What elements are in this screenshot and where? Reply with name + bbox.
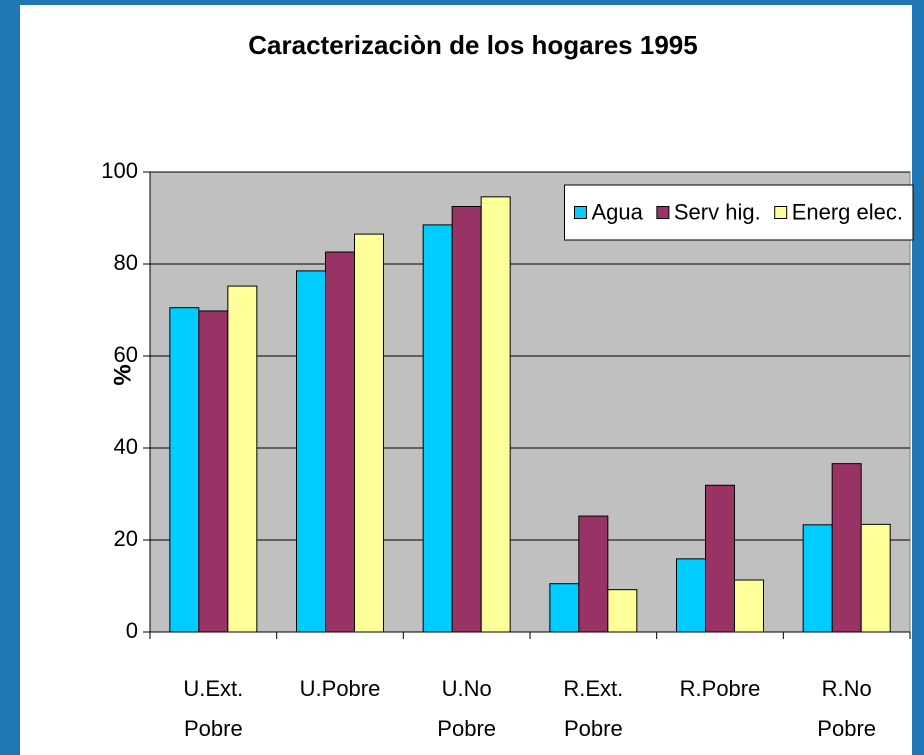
x-tick-label-line: Pobre	[564, 716, 623, 741]
legend-swatch	[774, 206, 788, 219]
legend-box	[563, 184, 914, 241]
y-tick-label: 100	[101, 158, 138, 183]
x-tick-label-line: Pobre	[817, 716, 876, 741]
x-tick-label-line: Pobre	[184, 716, 243, 741]
bar	[325, 251, 355, 633]
chart-title: Caracterizaciòn de los hogares 1995	[248, 30, 697, 60]
bar	[607, 589, 638, 633]
bar	[227, 285, 258, 633]
bar	[422, 224, 453, 633]
x-tick-label: R.Pobre	[680, 676, 761, 701]
legend-label: Energ elec.	[792, 199, 903, 224]
y-tick-label: 60	[114, 342, 138, 367]
legend-swatch	[656, 206, 670, 219]
legend-label: Serv hig.	[674, 199, 761, 224]
x-tick-label-line: U.Ext.	[183, 676, 243, 701]
bar	[169, 307, 200, 633]
y-tick-label: 80	[114, 250, 138, 275]
bar	[480, 196, 511, 633]
x-tick-label: U.Ext. Pobre	[183, 676, 243, 741]
y-tick-label: 20	[114, 526, 138, 551]
legend-label: Agua	[591, 199, 643, 224]
x-tick-label-line: R.Ext.	[563, 676, 623, 701]
x-tick-label-line: U.Pobre	[300, 676, 381, 701]
bar	[705, 484, 735, 633]
bar	[354, 233, 384, 633]
x-tick-label: U.Pobre	[300, 676, 381, 701]
bar	[296, 270, 326, 633]
x-tick-label-line: R.Pobre	[680, 676, 761, 701]
legend-swatch	[573, 206, 587, 219]
legend: Agua Serv hig. Energ elec.	[563, 184, 914, 241]
y-tick-label: 40	[114, 434, 138, 459]
bar	[198, 310, 229, 633]
bar	[676, 558, 706, 633]
y-tick-label: 0	[126, 618, 138, 643]
bar	[831, 463, 862, 633]
y-axis-label: %	[109, 364, 136, 385]
bar	[734, 579, 764, 633]
bar	[860, 523, 891, 633]
bar	[802, 524, 833, 633]
x-tick-label-line: Pobre	[437, 716, 496, 741]
bar	[451, 206, 482, 633]
x-tick-label-line: U.No	[442, 676, 492, 701]
x-tick-label: R.Ext. Pobre	[563, 676, 623, 741]
x-tick-label-line: R.No	[822, 676, 872, 701]
bar	[549, 583, 580, 633]
x-tick-label: R.No Pobre	[817, 676, 876, 741]
bar	[578, 515, 609, 633]
x-tick-label: U.No Pobre	[437, 676, 496, 741]
plot-area	[149, 171, 911, 633]
